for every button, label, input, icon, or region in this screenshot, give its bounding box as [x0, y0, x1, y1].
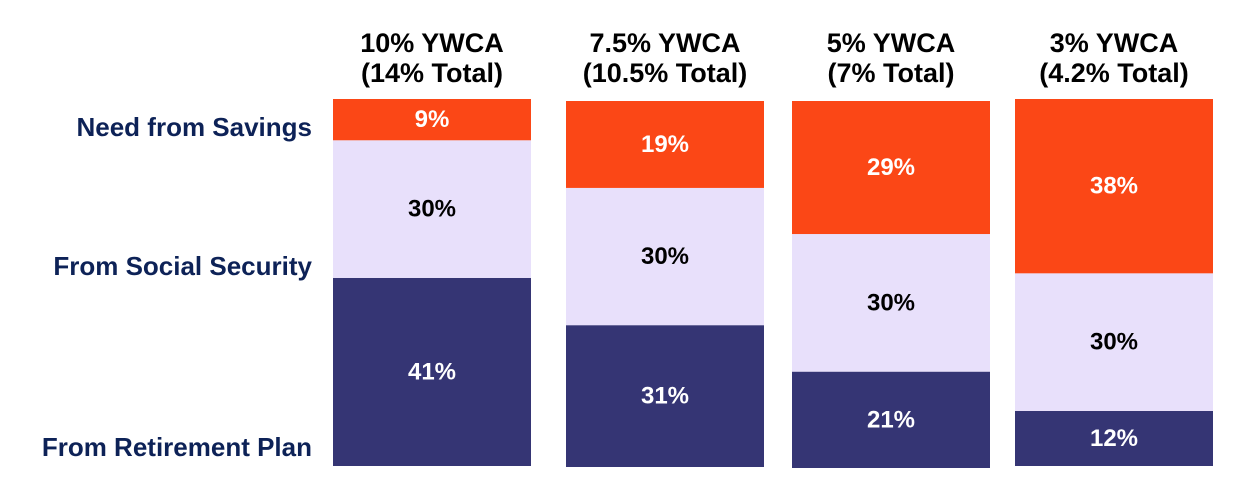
data-label-from-retirement-plan: 12%	[1090, 425, 1138, 452]
bar-segment-need-from-savings	[1015, 99, 1213, 274]
column-title-line: 5% YWCA	[827, 28, 956, 58]
data-label-need-from-savings: 29%	[867, 154, 915, 181]
bar-segment-from-retirement-plan	[566, 325, 764, 467]
bar-segment-from-retirement-plan	[1015, 410, 1213, 466]
data-label-need-from-savings: 19%	[641, 131, 689, 158]
bar-segment-from-social-security	[1015, 273, 1213, 411]
row-label-from-retirement-plan: From Retirement Plan	[42, 432, 312, 462]
bar-segment-from-retirement-plan	[333, 277, 531, 466]
column-title-line: (7% Total)	[828, 58, 955, 88]
data-label-from-retirement-plan: 41%	[408, 358, 456, 385]
bar-segment-from-social-security	[566, 187, 764, 326]
column-title-line: 3% YWCA	[1050, 28, 1179, 58]
data-label-from-retirement-plan: 31%	[641, 383, 689, 410]
column-title-line: 10% YWCA	[360, 28, 504, 58]
bar-segment-need-from-savings	[566, 101, 764, 188]
data-label-from-retirement-plan: 21%	[867, 406, 915, 433]
data-label-from-social-security: 30%	[408, 196, 456, 223]
column-title-1: 10% YWCA (14% Total)	[360, 28, 504, 88]
data-label-from-social-security: 30%	[867, 289, 915, 316]
bar-segment-from-social-security	[333, 140, 531, 278]
data-label-need-from-savings: 38%	[1090, 173, 1138, 200]
bar-segment-from-social-security	[792, 234, 990, 372]
column-title-4: 3% YWCA (4.2% Total)	[1039, 28, 1189, 88]
column-title-line: 7.5% YWCA	[589, 28, 740, 58]
bar-segment-need-from-savings	[792, 101, 990, 235]
column-title-3: 5% YWCA (7% Total)	[827, 28, 956, 88]
column-title-line: (4.2% Total)	[1039, 58, 1189, 88]
bar-segment-from-retirement-plan	[792, 371, 990, 468]
bar-segment-need-from-savings	[333, 99, 531, 141]
row-label-need-from-savings: Need from Savings	[76, 112, 312, 142]
data-label-need-from-savings: 9%	[415, 106, 450, 133]
row-label-from-social-security: From Social Security	[53, 251, 312, 281]
column-title-line: (10.5% Total)	[583, 58, 748, 88]
column-title-line: (14% Total)	[361, 58, 503, 88]
column-title-2: 7.5% YWCA (10.5% Total)	[583, 28, 748, 88]
data-label-from-social-security: 30%	[641, 243, 689, 270]
data-label-from-social-security: 30%	[1090, 329, 1138, 356]
